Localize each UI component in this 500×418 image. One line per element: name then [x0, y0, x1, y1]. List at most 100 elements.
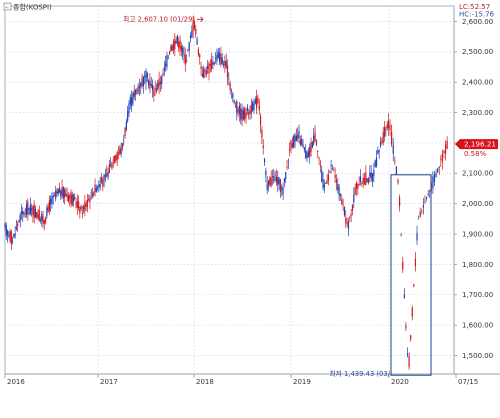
- candle-body: [351, 204, 354, 211]
- candle-body: [278, 178, 280, 185]
- candle-body: [374, 160, 376, 167]
- candle-body: [402, 261, 404, 270]
- candle-body: [349, 217, 351, 218]
- candle-body: [6, 230, 9, 236]
- candle-body: [70, 192, 72, 204]
- candle-body: [67, 195, 70, 202]
- candle-body: [31, 208, 33, 211]
- candle-body: [37, 214, 39, 219]
- candle-body: [14, 233, 16, 236]
- candle-body: [249, 110, 251, 113]
- candle-body: [345, 217, 347, 224]
- candle-body: [411, 307, 413, 317]
- candle-body: [385, 128, 387, 130]
- x-tick-label: 07/15: [458, 378, 478, 386]
- candle-body: [207, 65, 209, 69]
- candle-body: [314, 132, 316, 141]
- candle-body: [237, 110, 239, 112]
- candle-body: [75, 203, 77, 205]
- candle-body: [347, 221, 350, 230]
- candle-body: [359, 176, 362, 182]
- candle-body: [362, 177, 364, 184]
- candle-body: [161, 77, 163, 85]
- candle-body: [33, 204, 35, 218]
- x-gridlines: [4, 6, 457, 378]
- candle-body: [86, 199, 89, 207]
- candle-body: [233, 100, 235, 104]
- candle-body: [315, 139, 317, 146]
- candle-body: [269, 176, 271, 186]
- candle-body: [220, 53, 222, 65]
- candle-body: [176, 35, 179, 44]
- candle-body: [13, 234, 15, 238]
- candle-body: [290, 140, 292, 149]
- candle-body: [263, 159, 266, 163]
- candle-body: [406, 353, 409, 355]
- candle-body: [266, 183, 268, 190]
- candle-body: [306, 152, 308, 159]
- candle-body: [95, 187, 97, 192]
- candle-body: [133, 91, 135, 97]
- candle-body: [277, 176, 279, 185]
- candle-body: [386, 123, 388, 129]
- candle-body: [274, 174, 276, 176]
- candle-body: [226, 65, 229, 78]
- candle-body: [370, 172, 372, 179]
- candle-body: [418, 218, 420, 220]
- candle-body: [148, 80, 150, 86]
- candle-body: [182, 47, 184, 54]
- candle-body: [119, 148, 121, 154]
- candle-body: [331, 168, 334, 170]
- candle-body: [103, 174, 105, 180]
- candle-body: [55, 190, 57, 199]
- candle-body: [441, 153, 443, 162]
- candle-body: [403, 294, 405, 299]
- candle-body: [113, 155, 116, 164]
- last-price-badge: 2,196.21: [455, 139, 498, 150]
- candle-body: [244, 107, 246, 120]
- candle-body: [358, 183, 360, 185]
- candle-body: [405, 325, 407, 329]
- candle-body: [171, 44, 173, 51]
- candle-body: [189, 35, 192, 39]
- candle-body: [307, 151, 309, 158]
- candle-body: [131, 97, 133, 106]
- candle-body: [253, 104, 255, 111]
- legend-checkbox[interactable]: [3, 2, 12, 11]
- candle-body: [170, 46, 172, 52]
- candle-body: [325, 182, 327, 184]
- candle-body: [410, 335, 412, 340]
- candle-body: [377, 150, 379, 154]
- candle-body: [259, 115, 262, 126]
- candle-body: [427, 194, 429, 195]
- candle-body: [93, 191, 95, 195]
- candle-body: [323, 184, 326, 188]
- legend: - 종합(KOSPI): [3, 2, 52, 12]
- candle-body: [234, 106, 237, 108]
- candle-body: [367, 178, 370, 183]
- candle-body: [137, 85, 139, 94]
- candle-body: [281, 186, 283, 190]
- candle-body: [42, 216, 44, 224]
- candle-body: [79, 207, 81, 214]
- candle-body: [257, 98, 259, 104]
- candle-body: [22, 211, 24, 215]
- candle-body: [221, 57, 223, 64]
- candle-body: [440, 158, 442, 160]
- candle-body: [185, 60, 188, 62]
- x-tick-label: 2018: [196, 378, 214, 386]
- legend-checkbox-mark: -: [5, 4, 7, 11]
- candle-body: [217, 51, 219, 58]
- candle-body: [141, 78, 143, 86]
- candle-body: [200, 66, 202, 69]
- candle-body: [132, 93, 134, 104]
- candle-body: [363, 177, 366, 185]
- y-tick-label: 2,100.00: [462, 170, 493, 178]
- candle-body: [84, 202, 86, 212]
- candle-body: [127, 111, 129, 121]
- candle-body: [241, 108, 243, 121]
- high-annotation-arrow: [197, 16, 204, 23]
- candle-body: [125, 121, 127, 130]
- candle-body: [192, 20, 194, 31]
- candle-body: [89, 196, 91, 203]
